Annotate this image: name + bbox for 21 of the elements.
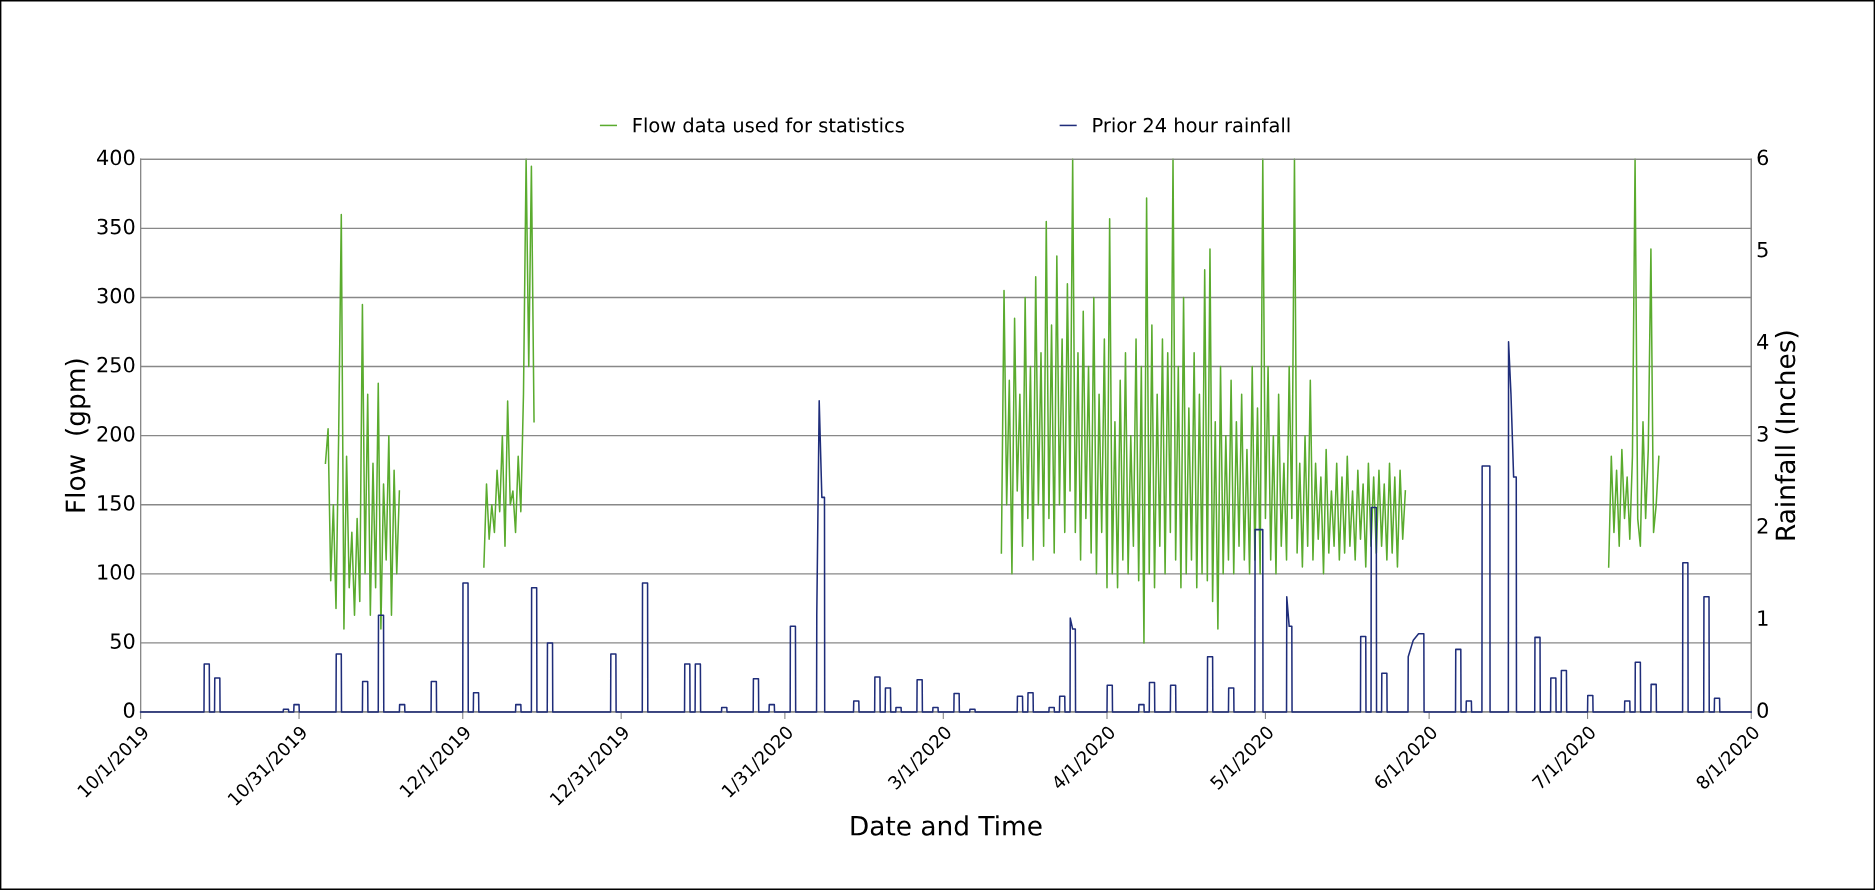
y-tick-label: 200 [97, 425, 135, 442]
y-tick-label: 300 [97, 287, 135, 304]
y-tick-label: 0 [123, 702, 135, 719]
y2-tick-label: 6 [1757, 149, 1769, 166]
y-tick-label: 150 [98, 495, 135, 511]
y2-tick-label: 4 [1757, 334, 1769, 350]
y-tick-label: 100 [98, 564, 135, 580]
y-tick-label: 50 [110, 633, 135, 649]
y-tick-label: 250 [97, 356, 135, 373]
y-axis-title: Flow (gpm) [64, 359, 91, 512]
y2-tick-label: 3 [1757, 425, 1768, 442]
y-tick-label: 400 [97, 149, 135, 166]
y2-tick-label: 1 [1758, 610, 1768, 626]
y2-tick-label: 0 [1757, 702, 1768, 719]
y2-tick-label: 5 [1757, 241, 1768, 258]
y2-tick-label: 2 [1757, 518, 1768, 534]
legend-label: Flow data used for statistics [633, 117, 904, 133]
y2-axis-title: Rainfall (Inches) [1774, 331, 1799, 540]
x-axis-title: Date and Time [851, 815, 1042, 836]
legend-label: Prior 24 hour rainfall [1093, 117, 1290, 133]
y-tick-label: 350 [97, 218, 135, 235]
